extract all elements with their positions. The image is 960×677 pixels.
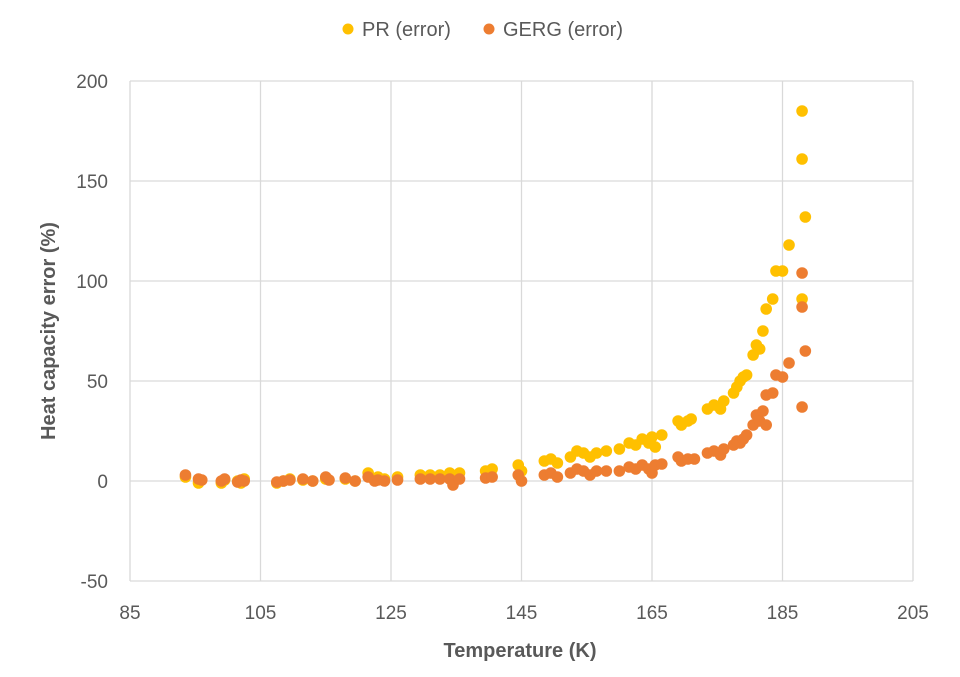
- data-point: [323, 474, 335, 486]
- data-point: [799, 345, 812, 357]
- data-point: [424, 473, 436, 485]
- data-point: [590, 447, 603, 459]
- y-tick-label: 50: [87, 372, 108, 393]
- data-point: [515, 475, 528, 487]
- y-tick-label: 200: [76, 72, 108, 93]
- data-point: [195, 474, 208, 486]
- data-point: [434, 473, 446, 485]
- x-tick-label: 165: [636, 603, 668, 624]
- data-point: [378, 475, 391, 487]
- data-point: [740, 369, 753, 381]
- data-point: [655, 458, 668, 470]
- data-point: [551, 457, 564, 469]
- y-axis-title: Heat capacity error (%): [38, 222, 60, 440]
- data-point: [783, 239, 795, 251]
- legend-marker-gerg: [483, 23, 495, 35]
- data-point: [218, 473, 231, 485]
- data-point: [551, 471, 564, 483]
- data-point: [776, 371, 789, 383]
- grid-layer: [129, 80, 914, 582]
- data-point: [297, 473, 309, 485]
- data-point: [796, 105, 808, 117]
- data-point: [796, 293, 808, 305]
- data-point: [757, 325, 769, 337]
- data-point: [590, 465, 603, 477]
- data-point: [655, 429, 668, 441]
- data-point: [766, 293, 779, 305]
- data-point: [339, 472, 352, 484]
- data-point: [486, 463, 498, 475]
- data-point: [753, 343, 766, 355]
- x-tick-label: 105: [245, 603, 277, 624]
- x-tick-label: 125: [375, 603, 407, 624]
- data-point: [799, 211, 812, 223]
- x-axis-title: Temperature (K): [444, 640, 597, 662]
- data-points-layer: [179, 105, 812, 491]
- data-point: [717, 443, 730, 455]
- data-point: [766, 387, 779, 399]
- x-tick-label: 185: [767, 603, 799, 624]
- y-tick-label: 100: [76, 272, 108, 293]
- x-tick-label: 85: [119, 603, 140, 624]
- data-point: [717, 395, 730, 407]
- data-point: [613, 443, 626, 455]
- data-point: [391, 474, 404, 486]
- data-point: [757, 405, 769, 417]
- y-tick-label: -50: [81, 572, 108, 593]
- data-point: [760, 303, 772, 315]
- data-point: [649, 441, 662, 453]
- y-tick-label: 0: [97, 472, 108, 493]
- legend-label-pr: PR (error): [362, 19, 451, 41]
- data-point: [760, 419, 772, 431]
- data-point: [600, 465, 613, 477]
- legend-label-gerg: GERG (error): [503, 19, 623, 41]
- data-point: [796, 153, 808, 165]
- series-gerg: [179, 267, 812, 491]
- data-point: [349, 475, 361, 487]
- data-point: [783, 357, 795, 369]
- data-point: [414, 473, 427, 485]
- data-point: [646, 431, 658, 443]
- data-point: [486, 471, 498, 483]
- data-point: [776, 265, 789, 277]
- data-point: [688, 453, 701, 465]
- data-point: [600, 445, 613, 457]
- legend: PR (error) GERG (error): [342, 19, 623, 41]
- x-tick-label: 205: [897, 603, 929, 624]
- data-point: [238, 475, 250, 487]
- data-point: [685, 413, 697, 425]
- data-point: [613, 465, 626, 477]
- x-tick-label: 145: [506, 603, 538, 624]
- legend-marker-pr: [342, 23, 354, 35]
- tick-labels: -50 0 50 100 150 200 85 105 125 145 165 185 205: [76, 72, 929, 624]
- data-point: [453, 473, 466, 485]
- data-point: [179, 469, 192, 481]
- data-point: [796, 267, 808, 279]
- data-point: [796, 301, 808, 313]
- data-point: [306, 475, 319, 487]
- series-pr: [179, 105, 812, 489]
- data-point: [796, 401, 808, 413]
- y-tick-label: 150: [76, 172, 108, 193]
- data-point: [740, 429, 753, 441]
- data-point: [284, 474, 296, 486]
